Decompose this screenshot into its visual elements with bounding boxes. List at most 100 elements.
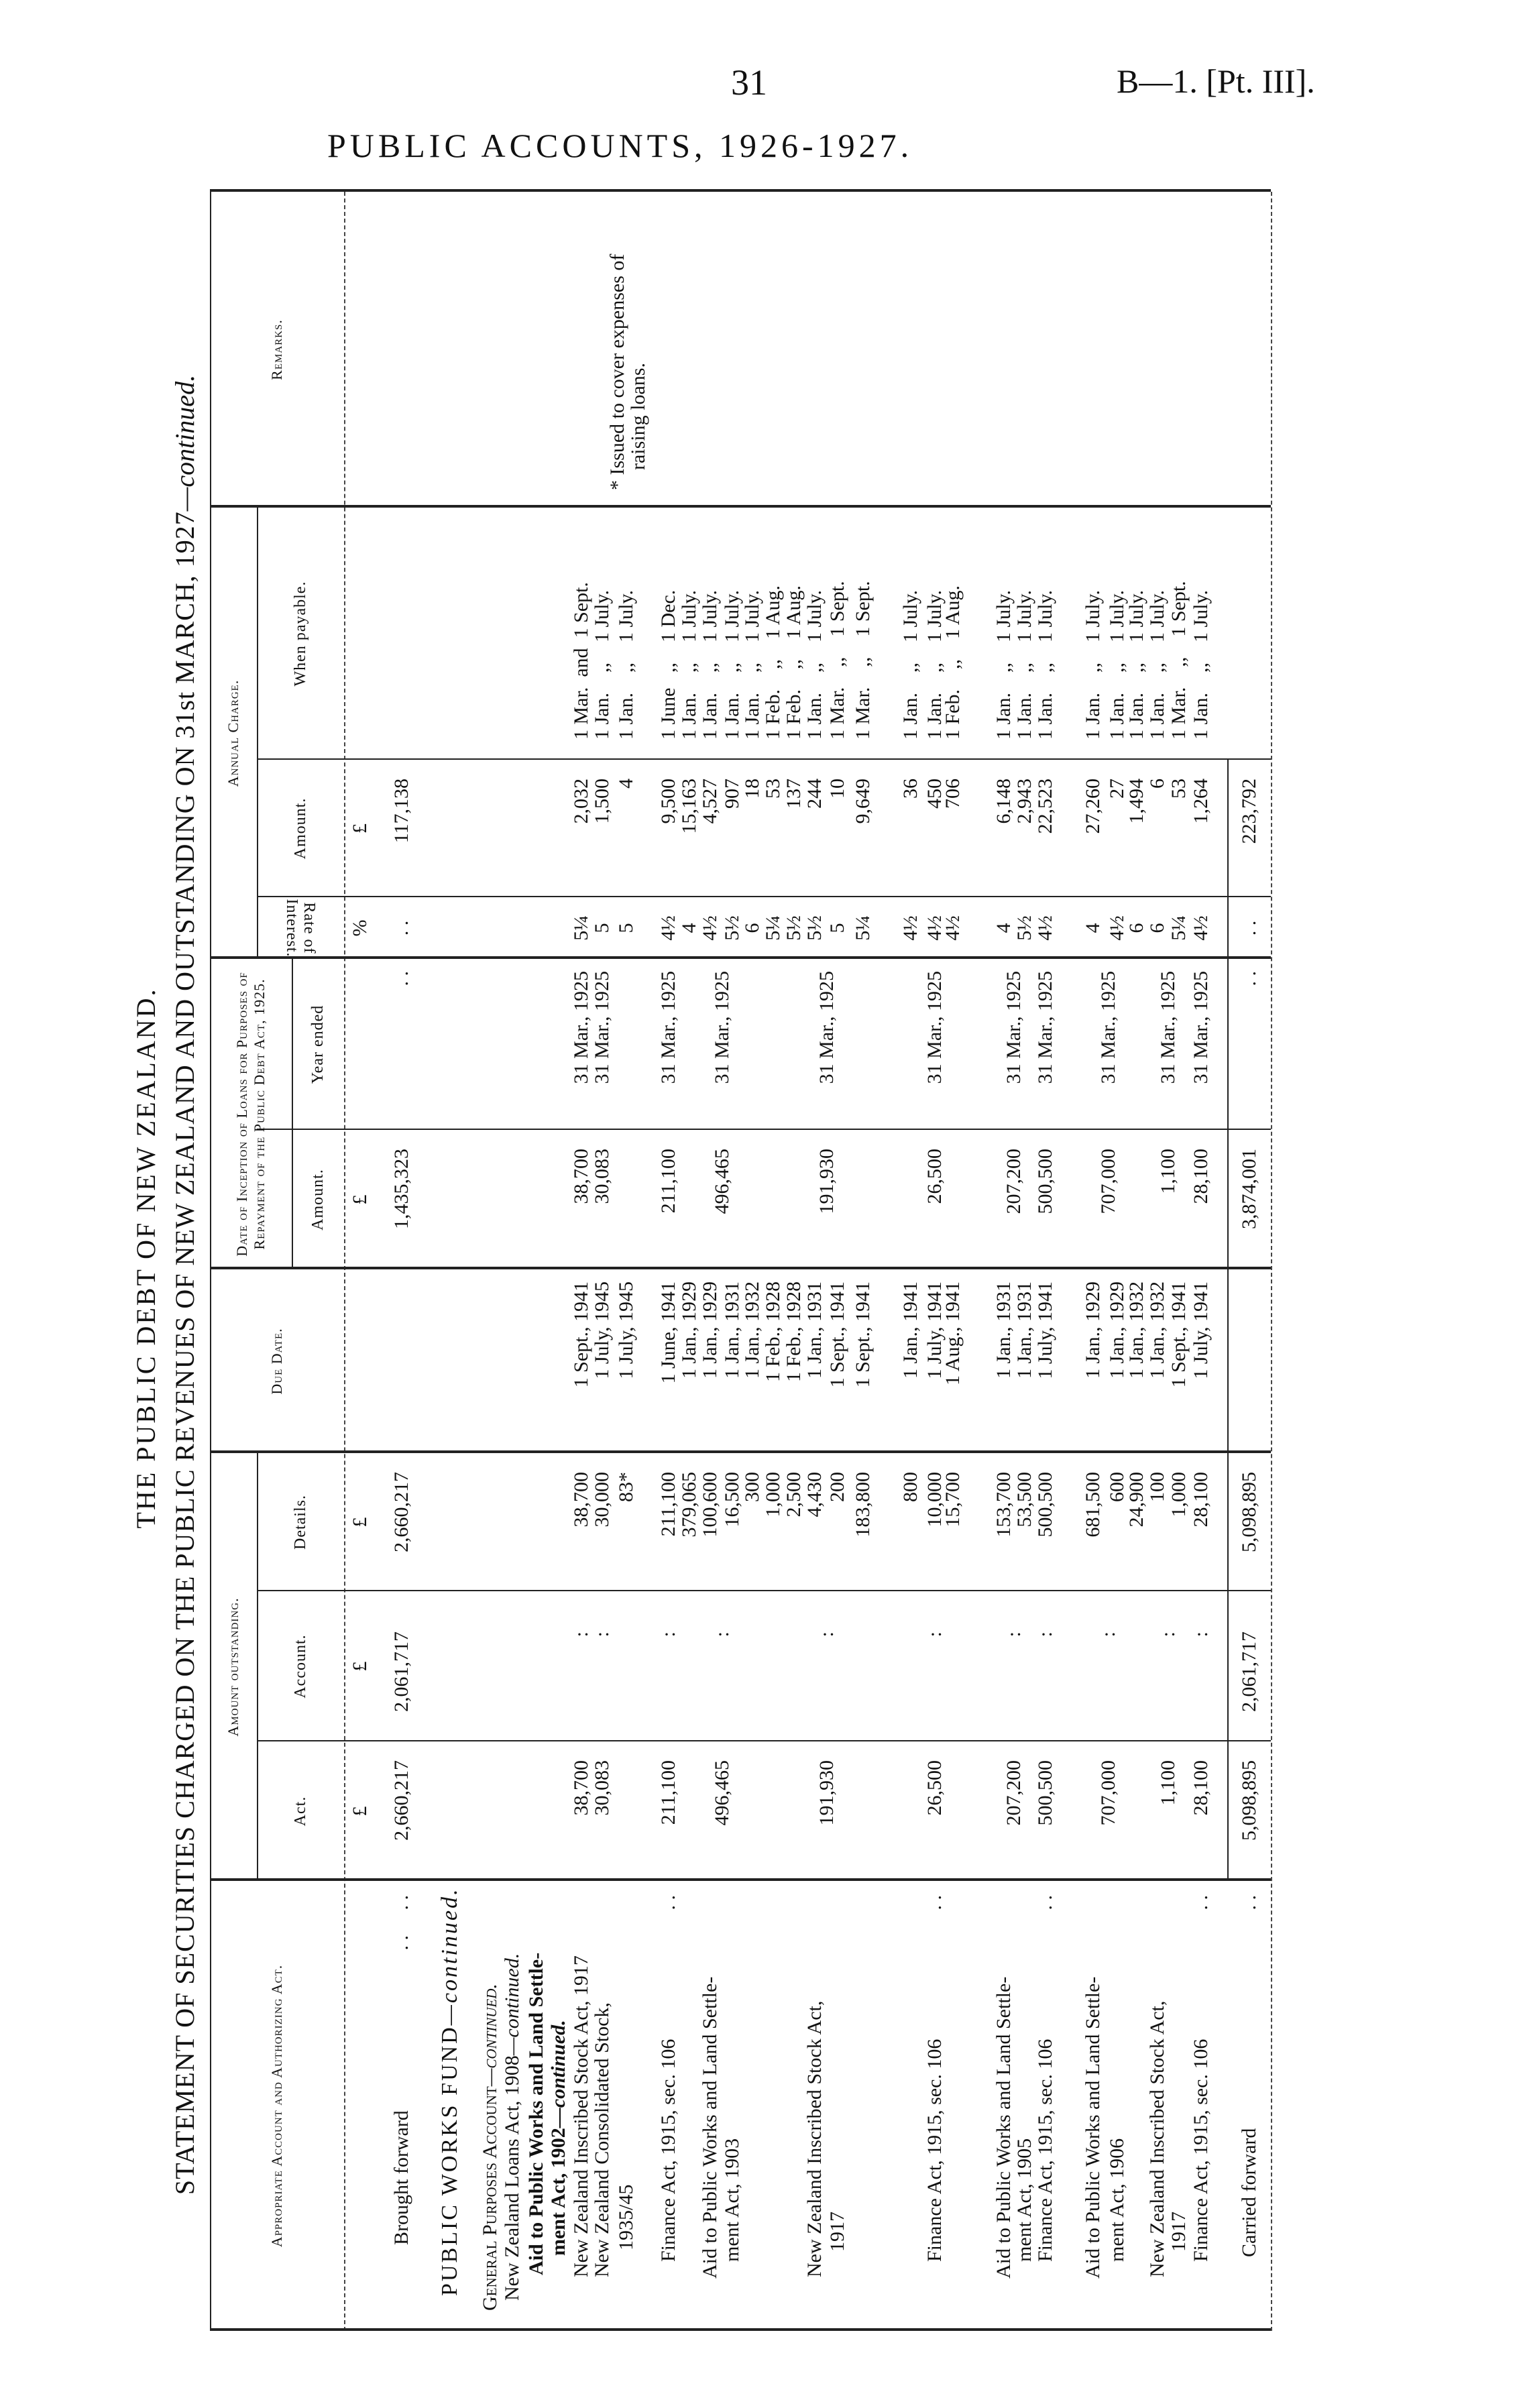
cell-due-date: 1 Jan., 1931 [721,1281,743,1379]
description-text: New Zealand Consolidated Stock, [591,2002,613,2277]
header-authorizing-act: Appropriate Account and Authorizing Act. [268,1964,285,2248]
cell-when-payable: 1 Jan. ,, 1 July. [615,589,637,740]
cell-due-date: 1 Feb., 1928 [783,1281,805,1382]
description-text: Aid to Public Works and Land Settle- [699,1976,721,2279]
cell-when-payable: 1 Jan. ,, 1 July. [1013,589,1035,740]
cell-charge-amount: 18 [741,779,763,799]
cell-due-date: 1 Jan., 1929 [1082,1281,1104,1379]
row-description: 1935/45 [615,1929,637,2250]
cell-when-payable: 1 Jan. ,, 1 July. [591,589,613,740]
document-reference: B—1. [Pt. III]. [1117,62,1315,100]
cell-due-date: 1 Jan., 1931 [993,1281,1015,1379]
leader-dots: . . [657,1895,679,1910]
cell-when-payable: 1 Feb. ,, 1 Aug. [762,585,784,740]
description-text: Finance Act, 1915, sec. 106 [657,2039,679,2262]
cell-act: 707,000 [1097,1760,1119,1826]
page-number: 31 [731,62,767,103]
description-text: New Zealand Inscribed Stock Act, 1917 [570,1955,592,2277]
cell-charge-amount: 244 [803,779,826,809]
cell-act: 207,200 [1003,1760,1025,1826]
header-act: Act. [292,1796,309,1827]
column-rule [257,758,1271,760]
cell-inception-amount: 211,100 [657,1149,679,1214]
cell-details: 379,065 [678,1472,700,1538]
cell-charge-amount: 27,260 [1082,779,1104,834]
cell-charge-amount: 137 [783,779,805,809]
cell-act: 28,100 [1190,1760,1212,1816]
description-text: ment Act, 1906 [1106,2138,1128,2262]
table-bottom-rule [1271,192,1272,2331]
description-text: ment Act, 1902 [547,2128,569,2256]
cell-year-ended: 31 Mar., 1925 [591,971,613,1084]
cell-year-ended: 31 Mar., 1925 [1157,971,1179,1084]
table-left-rule [210,2328,1271,2331]
cell-charge-amount: 1,264 [1190,779,1212,824]
row-description: Aid to Public Works and Land Settle- [699,1929,721,2279]
cell-details: 600 [1106,1472,1128,1502]
row-description: PUBLIC WORKS FUND—continued. [437,1888,462,2296]
cell-act: 5,098,895 [1238,1760,1260,1841]
cell-details: 30,000 [591,1472,613,1528]
cell-details: 15,700 [942,1472,964,1528]
cell-due-date: 1 Feb., 1928 [762,1281,784,1382]
cell-charge-amount: 53 [1168,779,1190,799]
cell-due-date: 1 July, 1945 [615,1281,637,1379]
description-text: New Zealand Loans Act, 1908 [501,2055,523,2301]
cell-rate: 5¼ [852,915,874,941]
cell-act: 191,930 [815,1760,838,1826]
cell-rate: 4 [678,923,700,933]
cell-charge-amount: 10 [826,779,848,799]
header-remarks: Remarks. [268,319,285,380]
remarks-note-line-2: raising loans. [627,363,649,470]
running-title: PUBLIC ACCOUNTS, 1926-1927. [327,127,913,164]
header-due-date: Due Date. [268,1328,285,1395]
header-charge-amount: Amount. [292,797,309,860]
cell-account: : [1190,1631,1212,1638]
cell-year-ended: 31 Mar., 1925 [570,971,592,1084]
cell-details: 83* [615,1472,637,1502]
cell-act: 30,083 [591,1760,613,1816]
cell-rate: 5 [826,923,848,933]
description-text: Finance Act, 1915, sec. 106 [923,2039,946,2262]
cell-rate: 5¼ [1168,915,1190,941]
cell-details: 38,700 [570,1472,592,1528]
cell-details: 4,430 [803,1472,826,1517]
cell-act: 211,100 [657,1760,679,1825]
cell-act: 1,100 [1157,1760,1179,1806]
cell-charge-amount: 2,943 [1013,779,1035,824]
cell-due-date: 1 Sept., 1941 [1168,1281,1190,1388]
cell-due-date: 1 Jan., 1931 [803,1281,826,1379]
header-when-payable: When payable. [292,581,309,687]
cell-rate: 6 [1146,923,1168,933]
cell-charge-amount: 1,494 [1125,779,1147,824]
statement-title: STATEMENT OF SECURITIES CHARGED ON THE P… [169,266,201,2304]
cell-charge-amount: 9,500 [657,779,679,824]
cell-inception-amount: £ [349,1194,371,1205]
cell-charge-amount: £ [349,823,371,834]
description-text: 1917 [1168,2212,1190,2252]
cell-when-payable: 1 Mar. ,, 1 Sept. [826,581,848,740]
cell-details: 800 [899,1472,921,1502]
row-description: New Zealand Loans Act, 1908—continued. [501,1929,523,2301]
cell-charge-amount: 907 [721,779,743,809]
cell-act: 38,700 [570,1760,592,1816]
cell-charge-amount: 706 [942,779,964,809]
description-text: PUBLIC WORKS FUND [437,2025,462,2296]
cell-rate: 4½ [942,915,964,941]
cell-inception-amount: 1,435,323 [390,1149,412,1229]
cell-when-payable: 1 June ,, 1 Dec. [657,589,679,740]
main-title: THE PUBLIC DEBT OF NEW ZEALAND. [131,987,161,1529]
continued-label: —continued. [479,1984,501,2087]
cell-due-date: 1 Sept., 1941 [826,1281,848,1388]
cell-charge-amount: 27 [1106,779,1128,799]
cell-due-date: 1 Jan., 1931 [1013,1281,1035,1379]
row-description: 1917 [826,1929,848,2252]
cell-details: 24,900 [1125,1472,1147,1528]
cell-year-ended: 31 Mar., 1925 [815,971,838,1084]
cell-due-date: 1 Jan., 1929 [678,1281,700,1379]
description-text: Aid to Public Works and Land Settle- [993,1976,1015,2279]
cell-when-payable: 1 Jan. ,, 1 July. [741,589,763,740]
cell-rate: 5½ [783,915,805,941]
cell-charge-amount: 4 [615,779,637,789]
cell-inception-amount: 496,465 [711,1149,733,1214]
